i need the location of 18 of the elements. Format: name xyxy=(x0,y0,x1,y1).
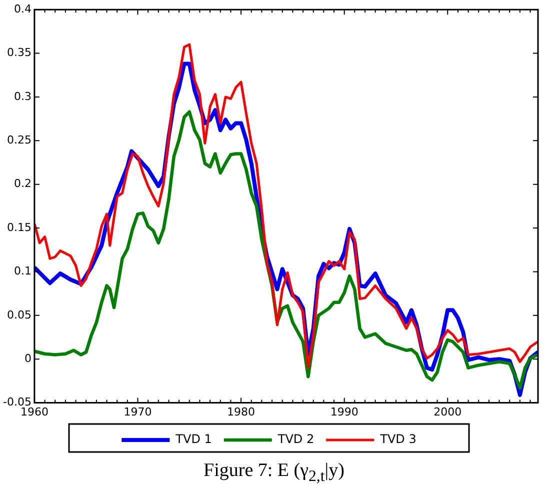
y-tick-label: 0 xyxy=(24,352,32,365)
y-tick-label: 0.4 xyxy=(14,2,32,16)
x-tick-label: 1980 xyxy=(227,405,256,418)
x-tick-label: 1970 xyxy=(124,405,152,418)
y-tick-label: 0.2 xyxy=(14,177,32,190)
x-tick-label: 1990 xyxy=(330,405,358,418)
x-tick-label: 2000 xyxy=(434,405,462,418)
y-tick-label: 0.35 xyxy=(6,46,32,60)
caption: Figure 7: E (γ$_{2,t}$|y) xyxy=(202,460,346,486)
y-tick-label: 0.3 xyxy=(14,90,32,103)
y-tick-label: 0.1 xyxy=(14,264,32,278)
y-tick-label: 0.15 xyxy=(6,220,32,234)
legend-label: TVD 2 xyxy=(276,432,314,446)
x-tick-label: 1960 xyxy=(20,405,48,418)
y-tick-label: 0.05 xyxy=(6,308,32,322)
y-tick-label: 0.25 xyxy=(6,134,32,147)
legend-label: TVD 1 xyxy=(174,432,212,446)
legend-label: TVD 3 xyxy=(379,432,416,446)
